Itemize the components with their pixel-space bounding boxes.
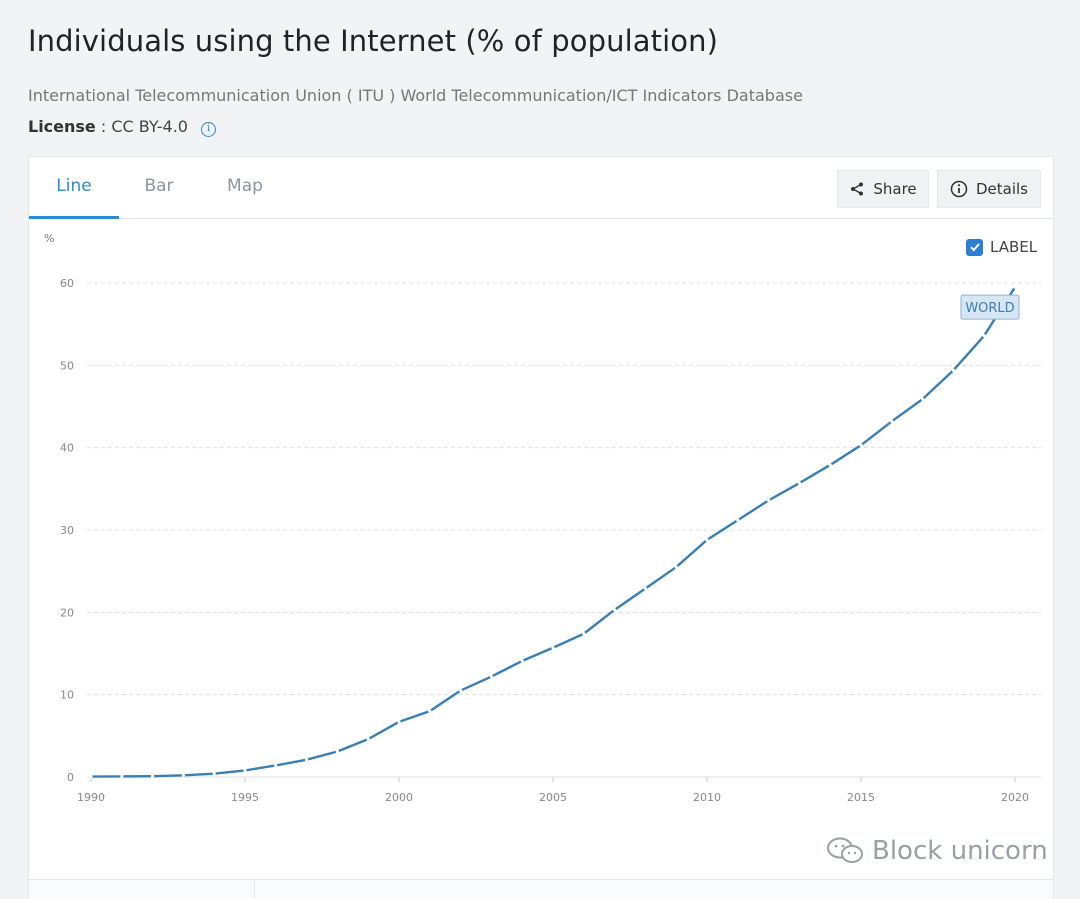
y-tick-label: 50 [60,359,74,372]
data-point [951,368,956,372]
details-info-icon [950,180,968,198]
data-point [890,419,894,423]
y-axis-label: % [44,232,54,245]
watermark: Block unicorn [826,836,1048,866]
series-label-box [960,294,1020,320]
license-value: : CC BY-4.0 [100,117,188,136]
data-point [274,763,278,768]
license-line: License : CC BY-4.0 i [28,117,217,137]
data-point [828,463,832,467]
data-point [982,334,986,338]
data-point [120,774,124,779]
data-point [489,674,493,679]
y-tick-label: 40 [60,442,74,455]
data-point [366,737,370,741]
data-point [335,749,339,754]
source-text: International Telecommunication Union ( … [28,86,803,105]
watermark-text: Block unicorn [872,836,1048,866]
chart-card: Line Bar Map Share Details [28,156,1054,899]
data-point [736,518,740,522]
label-checkbox[interactable] [966,238,983,256]
data-point [397,720,401,724]
data-point [89,774,93,779]
tab-map[interactable]: Map [227,176,263,196]
data-point [797,481,802,485]
y-tick-label: 30 [60,524,74,537]
data-point [643,586,648,591]
x-tick-label: 2005 [539,791,567,804]
x-tick-label: 1995 [231,791,259,804]
data-point [520,659,524,663]
x-tick-label: 1990 [77,791,105,804]
data-point [305,758,309,762]
tab-bar[interactable]: Bar [144,176,174,196]
data-point [151,774,155,778]
data-point [428,709,432,713]
x-tick-label: 2015 [847,791,875,804]
data-point [212,772,216,776]
y-tick-label: 0 [67,771,74,784]
series-line-world [90,286,1017,778]
data-point [243,768,247,773]
data-point [674,565,678,569]
details-label: Details [975,180,1028,198]
data-point [181,773,185,777]
strip-divider [254,880,255,899]
share-label: Share [873,180,917,198]
line-chart: % 0 10 20 30 40 50 60 1990 1995 2000 2005 2010 2015 20… [44,232,1041,804]
series-label-world: WORLD [965,301,1014,316]
tab-line[interactable]: Line [29,157,119,219]
y-tick-label: 60 [60,277,74,290]
info-icon[interactable]: i [201,122,217,137]
data-point [1013,285,1017,289]
data-point [459,688,463,693]
data-point [767,498,771,502]
y-tick-label: 10 [60,689,74,702]
data-point [582,632,586,636]
check-icon [969,243,980,252]
x-tick-label: 2020 [1001,791,1029,804]
data-point [551,646,555,650]
share-icon [851,182,864,196]
y-tick-label: 20 [60,606,74,619]
bottom-strip [29,879,1053,899]
license-label: License [28,117,96,136]
share-button[interactable]: Share [837,170,929,208]
chart-type-tabs: Line Bar Map Share Details [29,157,1053,219]
details-button[interactable]: Details [937,170,1041,208]
label-toggle[interactable]: LABEL [966,238,1037,256]
x-tick-label: 2010 [693,791,721,804]
data-point [859,443,863,447]
wechat-icon [827,837,863,863]
label-toggle-text: LABEL [990,238,1038,256]
data-point [921,397,925,401]
data-point [705,538,709,542]
page-title: Individuals using the Internet (% of pop… [28,24,718,58]
x-tick-label: 2000 [385,791,413,804]
data-point [613,608,617,612]
